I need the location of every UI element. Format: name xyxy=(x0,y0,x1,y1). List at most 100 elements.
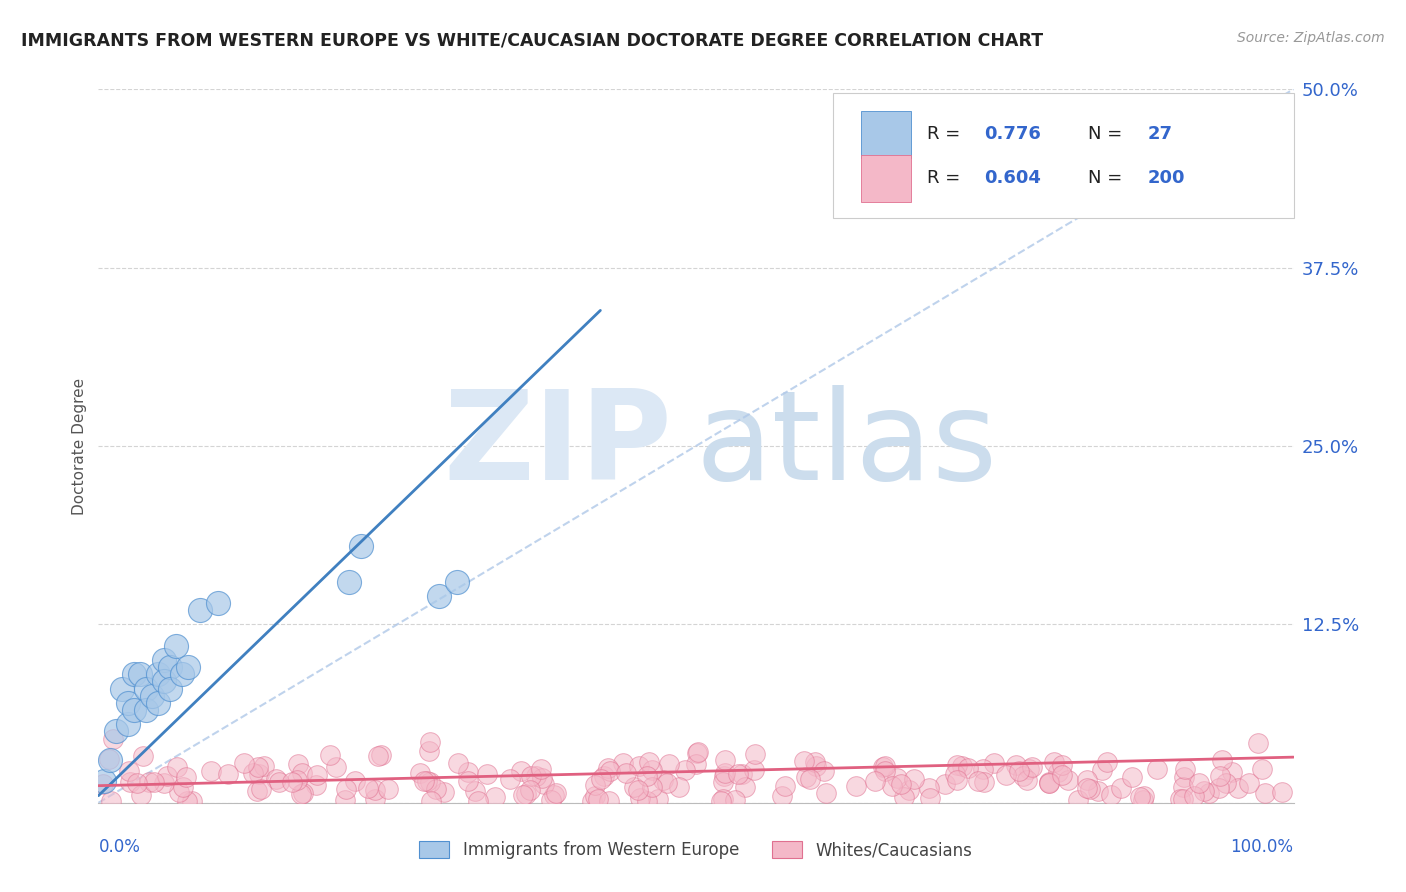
Text: Source: ZipAtlas.com: Source: ZipAtlas.com xyxy=(1237,31,1385,45)
Point xyxy=(333,792,356,806)
Point xyxy=(714,766,737,780)
Point xyxy=(98,753,122,767)
Point xyxy=(1121,770,1143,784)
Point xyxy=(247,759,270,773)
Point xyxy=(1133,789,1156,803)
Point xyxy=(1188,776,1211,790)
Point xyxy=(658,756,681,771)
Point xyxy=(364,792,387,806)
Point xyxy=(427,589,450,603)
Point xyxy=(815,786,838,800)
Point xyxy=(734,780,756,794)
Point xyxy=(863,774,886,789)
Point xyxy=(686,747,709,761)
FancyBboxPatch shape xyxy=(860,155,911,202)
Point xyxy=(446,574,468,589)
Point xyxy=(1208,781,1230,796)
Point xyxy=(1038,775,1060,789)
Point xyxy=(264,772,287,786)
Point xyxy=(1004,757,1026,772)
Point xyxy=(464,784,486,798)
Point xyxy=(148,696,170,710)
Point xyxy=(177,660,200,674)
Point xyxy=(290,787,312,801)
Point xyxy=(418,743,440,757)
Point xyxy=(111,681,134,696)
Point xyxy=(685,757,707,772)
FancyBboxPatch shape xyxy=(834,93,1294,218)
Point xyxy=(176,794,198,808)
Point xyxy=(794,771,817,785)
Point xyxy=(519,782,541,797)
Point xyxy=(1209,768,1232,782)
Point xyxy=(156,768,179,782)
Point xyxy=(135,703,157,717)
Point xyxy=(623,780,645,795)
Point xyxy=(1171,792,1194,806)
Point xyxy=(117,696,139,710)
Point xyxy=(132,749,155,764)
Point xyxy=(589,772,612,786)
Point xyxy=(956,761,979,775)
Point xyxy=(588,792,610,806)
Point xyxy=(1246,736,1268,750)
Text: R =: R = xyxy=(927,125,966,143)
Point xyxy=(1012,769,1035,783)
Point xyxy=(512,788,534,802)
Point xyxy=(533,777,555,791)
Point xyxy=(983,756,1005,770)
Point xyxy=(370,748,392,763)
Point xyxy=(627,759,650,773)
Point xyxy=(159,681,181,696)
Point xyxy=(118,764,141,779)
Point xyxy=(903,772,925,787)
Point xyxy=(638,755,661,769)
Point xyxy=(416,774,439,789)
Point xyxy=(304,778,326,792)
Point xyxy=(530,771,553,785)
Point xyxy=(267,775,290,789)
Point xyxy=(770,789,793,804)
Point xyxy=(1099,788,1122,802)
Point xyxy=(1174,762,1197,776)
Point xyxy=(1067,793,1090,807)
Point xyxy=(419,735,441,749)
Point xyxy=(124,667,146,681)
Point xyxy=(172,667,194,681)
Point xyxy=(1146,763,1168,777)
Text: 27: 27 xyxy=(1147,125,1173,143)
Point xyxy=(946,758,969,772)
Point xyxy=(799,772,821,786)
Point xyxy=(337,574,360,589)
Point xyxy=(510,764,533,778)
Point xyxy=(419,775,441,789)
Point xyxy=(129,667,152,681)
Point xyxy=(540,793,562,807)
Point xyxy=(688,745,710,759)
Point xyxy=(628,791,651,805)
Point xyxy=(1095,755,1118,769)
Point xyxy=(1038,775,1060,789)
Point xyxy=(141,689,163,703)
Point xyxy=(1254,786,1277,800)
Point xyxy=(711,775,734,789)
Point xyxy=(1052,768,1074,782)
Point xyxy=(1132,793,1154,807)
Point xyxy=(124,703,146,717)
Point xyxy=(1128,789,1150,804)
Point xyxy=(890,777,912,791)
Point xyxy=(641,763,664,777)
Point xyxy=(1052,758,1074,772)
Point xyxy=(419,794,441,808)
Point xyxy=(129,789,152,803)
Point xyxy=(93,774,115,789)
Point xyxy=(714,753,737,767)
Point xyxy=(614,766,637,780)
Point xyxy=(188,603,211,617)
Point xyxy=(1173,770,1195,784)
Point xyxy=(138,774,160,789)
Point xyxy=(647,792,669,806)
Text: N =: N = xyxy=(1088,169,1128,187)
Text: 100.0%: 100.0% xyxy=(1230,838,1294,856)
Point xyxy=(246,783,269,797)
